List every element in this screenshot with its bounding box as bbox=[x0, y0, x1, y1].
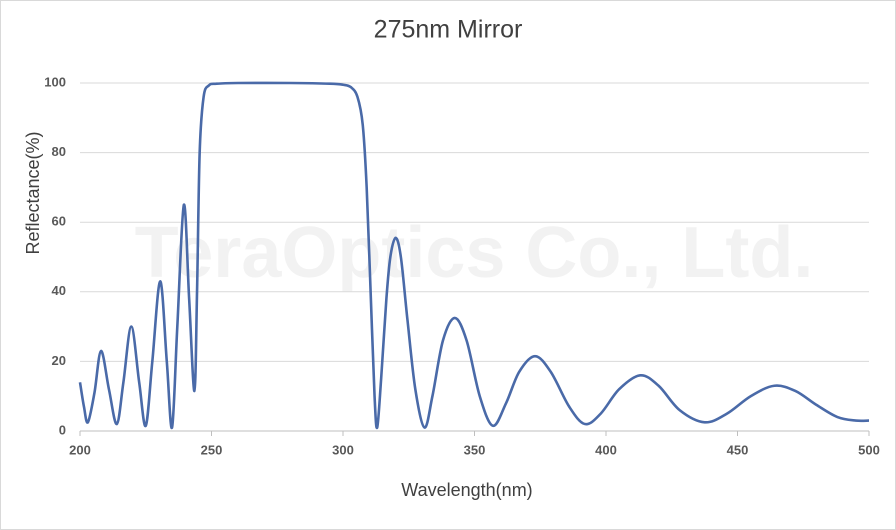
y-axis-label: Reflectance(%) bbox=[23, 131, 43, 254]
x-tick-label: 500 bbox=[858, 442, 880, 457]
x-tick-label: 300 bbox=[332, 442, 354, 457]
y-tick-label: 40 bbox=[52, 283, 66, 298]
x-axis-label: Wavelength(nm) bbox=[401, 480, 532, 500]
data-line bbox=[78, 81, 870, 430]
x-tick-label: 250 bbox=[201, 442, 223, 457]
chart-title: 275nm Mirror bbox=[374, 16, 523, 44]
y-tick-label: 0 bbox=[59, 422, 66, 437]
x-tick-label: 400 bbox=[595, 442, 617, 457]
x-tick-label: 350 bbox=[464, 442, 486, 457]
y-tick-label: 60 bbox=[52, 214, 66, 229]
y-tick-label: 100 bbox=[44, 74, 66, 89]
watermark: TeraOptics Co., Ltd. bbox=[135, 213, 814, 293]
x-tick-label: 450 bbox=[727, 442, 749, 457]
x-tick-label: 200 bbox=[69, 442, 91, 457]
y-tick-label: 20 bbox=[52, 353, 66, 368]
y-tick-label: 80 bbox=[52, 144, 66, 159]
